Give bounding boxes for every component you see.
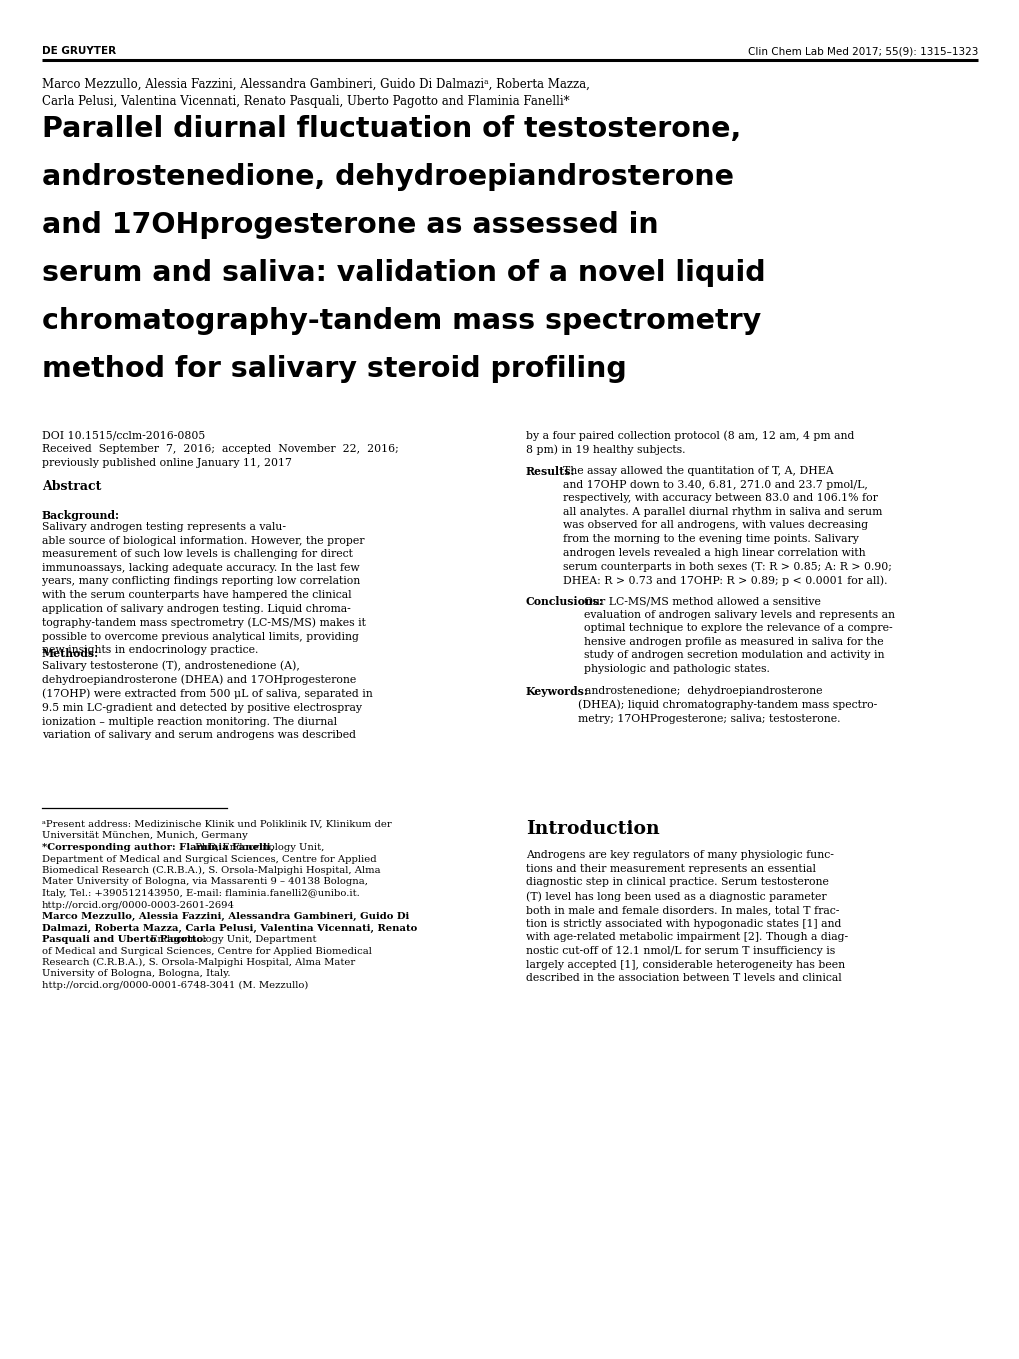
Text: *Corresponding author: Flaminia Fanelli,: *Corresponding author: Flaminia Fanelli, [42, 843, 274, 852]
Text: DE GRUYTER: DE GRUYTER [42, 46, 116, 56]
Text: Abstract: Abstract [42, 480, 101, 493]
Text: Endocrinology Unit, Department: Endocrinology Unit, Department [147, 935, 316, 945]
Text: androstenedione;  dehydroepiandrosterone
(DHEA); liquid chromatography-tandem ma: androstenedione; dehydroepiandrosterone … [578, 686, 876, 724]
Text: Carla Pelusi, Valentina Vicennati, Renato Pasquali, Uberto Pagotto and Flaminia : Carla Pelusi, Valentina Vicennati, Renat… [42, 95, 569, 107]
Text: Dalmazi, Roberta Mazza, Carla Pelusi, Valentina Vicennati, Renato: Dalmazi, Roberta Mazza, Carla Pelusi, Va… [42, 924, 417, 932]
Text: Received  September  7,  2016;  accepted  November  22,  2016;: Received September 7, 2016; accepted Nov… [42, 444, 398, 454]
Text: Results:: Results: [526, 466, 575, 477]
Text: chromatography-tandem mass spectrometry: chromatography-tandem mass spectrometry [42, 307, 760, 336]
Text: Universität München, Munich, Germany: Universität München, Munich, Germany [42, 832, 248, 840]
Text: Introduction: Introduction [526, 819, 659, 839]
Text: Pasquali and Uberto Pagotto:: Pasquali and Uberto Pagotto: [42, 935, 207, 945]
Text: PhD, Endocrinology Unit,: PhD, Endocrinology Unit, [192, 843, 324, 852]
Text: and 17OHprogesterone as assessed in: and 17OHprogesterone as assessed in [42, 211, 658, 239]
Text: Italy, Tel.: +390512143950, E-mail: flaminia.fanelli2@unibo.it.: Italy, Tel.: +390512143950, E-mail: flam… [42, 889, 360, 898]
Text: Salivary testosterone (T), androstenedione (A),
dehydroepiandrosterone (DHEA) an: Salivary testosterone (T), androstenedio… [42, 660, 372, 741]
Text: Biomedical Research (C.R.B.A.), S. Orsola-Malpighi Hospital, Alma: Biomedical Research (C.R.B.A.), S. Orsol… [42, 866, 380, 875]
Text: Our LC-MS/MS method allowed a sensitive
evaluation of androgen salivary levels a: Our LC-MS/MS method allowed a sensitive … [584, 597, 894, 674]
Text: Methods:: Methods: [42, 648, 99, 659]
Text: DOI 10.1515/cclm-2016-0805: DOI 10.1515/cclm-2016-0805 [42, 429, 205, 440]
Text: by a four paired collection protocol (8 am, 12 am, 4 pm and
8 pm) in 19 healthy : by a four paired collection protocol (8 … [526, 429, 854, 455]
Text: Marco Mezzullo, Alessia Fazzini, Alessandra Gambineri, Guido Di: Marco Mezzullo, Alessia Fazzini, Alessan… [42, 912, 409, 921]
Text: Marco Mezzullo, Alessia Fazzini, Alessandra Gambineri, Guido Di Dalmaziᵃ, Robert: Marco Mezzullo, Alessia Fazzini, Alessan… [42, 77, 589, 91]
Text: University of Bologna, Bologna, Italy.: University of Bologna, Bologna, Italy. [42, 969, 230, 978]
Text: Androgens are key regulators of many physiologic func-
tions and their measureme: Androgens are key regulators of many phy… [526, 849, 847, 983]
Text: androstenedione, dehydroepiandrosterone: androstenedione, dehydroepiandrosterone [42, 163, 734, 192]
Text: ᵃPresent address: Medizinische Klinik und Poliklinik IV, Klinikum der: ᵃPresent address: Medizinische Klinik un… [42, 819, 391, 829]
Text: Background:: Background: [42, 510, 120, 520]
Text: Salivary androgen testing represents a valu-
able source of biological informati: Salivary androgen testing represents a v… [42, 522, 366, 655]
Text: of Medical and Surgical Sciences, Centre for Applied Biomedical: of Medical and Surgical Sciences, Centre… [42, 946, 372, 955]
Text: Conclusions:: Conclusions: [526, 597, 603, 607]
Text: Clin Chem Lab Med 2017; 55(9): 1315–1323: Clin Chem Lab Med 2017; 55(9): 1315–1323 [747, 46, 977, 56]
Text: Research (C.R.B.A.), S. Orsola-Malpighi Hospital, Alma Mater: Research (C.R.B.A.), S. Orsola-Malpighi … [42, 958, 355, 968]
Text: http://orcid.org/0000-0003-2601-2694: http://orcid.org/0000-0003-2601-2694 [42, 901, 234, 909]
Text: serum and saliva: validation of a novel liquid: serum and saliva: validation of a novel … [42, 260, 765, 287]
Text: method for salivary steroid profiling: method for salivary steroid profiling [42, 355, 626, 383]
Text: The assay allowed the quantitation of T, A, DHEA
and 17OHP down to 3.40, 6.81, 2: The assay allowed the quantitation of T,… [562, 466, 891, 587]
Text: Keywords:: Keywords: [526, 686, 588, 697]
Text: http://orcid.org/0000-0001-6748-3041 (M. Mezzullo): http://orcid.org/0000-0001-6748-3041 (M.… [42, 981, 308, 991]
Text: previously published online January 11, 2017: previously published online January 11, … [42, 458, 291, 467]
Text: Department of Medical and Surgical Sciences, Centre for Applied: Department of Medical and Surgical Scien… [42, 855, 376, 863]
Text: Mater University of Bologna, via Massarenti 9 – 40138 Bologna,: Mater University of Bologna, via Massare… [42, 878, 368, 886]
Text: Parallel diurnal fluctuation of testosterone,: Parallel diurnal fluctuation of testoste… [42, 116, 741, 143]
